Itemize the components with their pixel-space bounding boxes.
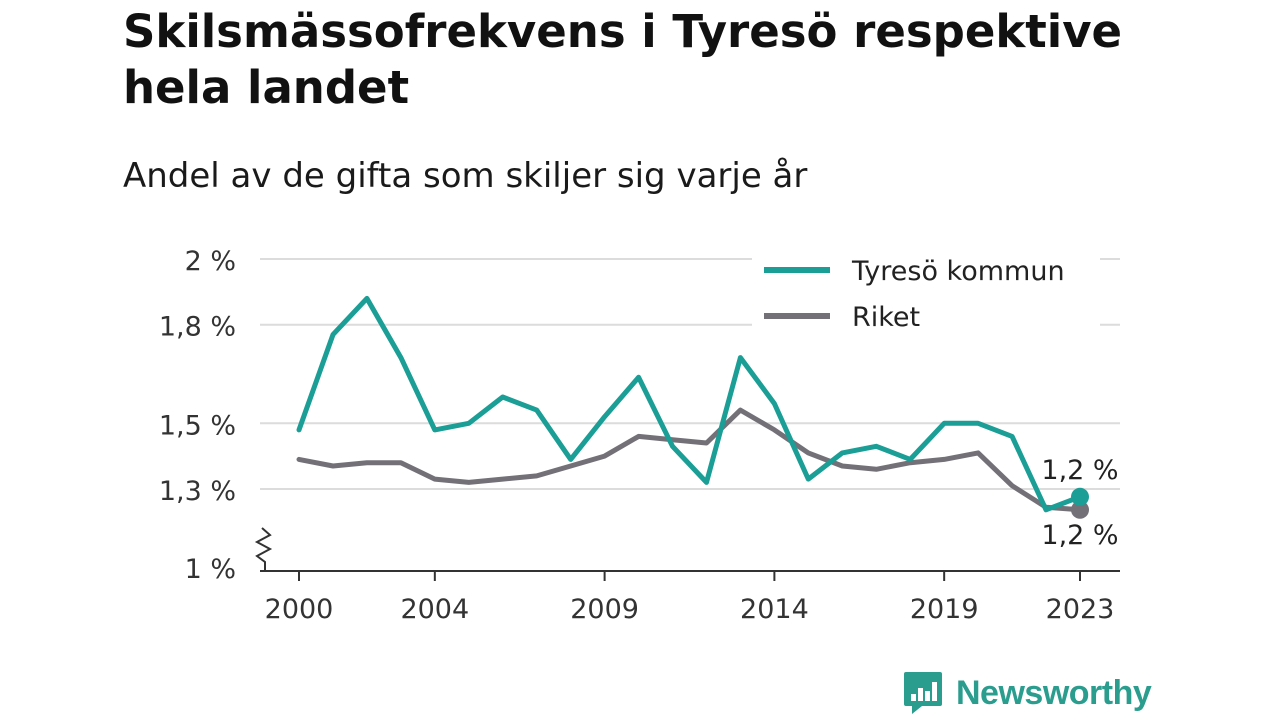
series-end-point [1071,487,1089,506]
line-chart: 1 % 1,3 % 1,5 % 1,8 % 2 % 2000 2004 2009 2014 201… [159,244,1120,625]
brand-name: Newsworthy [956,673,1152,712]
y-tick-label: 1,8 % [159,312,236,343]
chart-title: Skilsmässofrekvens i Tyresö respektive h… [123,5,1123,114]
y-tick-label: 1,3 % [159,476,236,507]
end-label: 1,2 % [1041,520,1118,551]
y-tick-label: 1 % [185,554,236,585]
end-label: 1,2 % [1041,455,1118,486]
y-tick-label: 2 % [185,246,236,277]
x-tick-label: 2004 [400,594,469,625]
x-tick-label: 2000 [265,594,334,625]
x-tick-label: 2023 [1046,594,1115,625]
x-tick-label: 2014 [740,594,809,625]
x-tick-label: 2019 [910,594,979,625]
chart-subtitle: Andel av de gifta som skiljer sig varje … [123,156,808,196]
series-end-point [1071,500,1089,519]
legend-label: Riket [852,302,920,333]
newsworthy-logo-icon [904,672,942,714]
series-line [296,295,1083,513]
axis-break-icon [254,527,273,571]
series-line [296,407,1083,513]
legend-label: Tyresö kommun [851,256,1065,287]
y-tick-label: 1,5 % [159,410,236,441]
x-tick-label: 2009 [570,594,639,625]
legend-background [752,244,1100,336]
brand: Newsworthy [902,670,1152,716]
